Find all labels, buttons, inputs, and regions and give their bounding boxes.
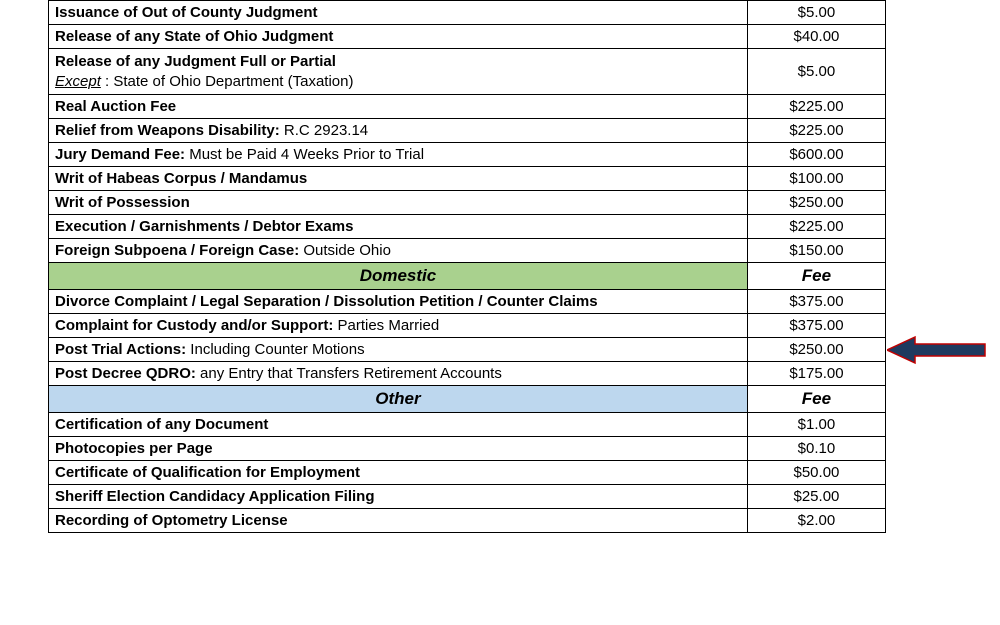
fee-table: Issuance of Out of County Judgment$5.00R…	[48, 0, 886, 533]
fee-amount: $375.00	[747, 290, 885, 314]
fee-description: Recording of Optometry License	[49, 509, 748, 533]
section-title: Other	[49, 386, 748, 413]
table-row: Foreign Subpoena / Foreign Case: Outside…	[49, 239, 886, 263]
fee-amount: $250.00	[747, 338, 885, 362]
fee-description: Release of any State of Ohio Judgment	[49, 25, 748, 49]
fee-description: Complaint for Custody and/or Support: Pa…	[49, 314, 748, 338]
fee-amount: $0.10	[747, 437, 885, 461]
fee-table-container: Issuance of Out of County Judgment$5.00R…	[0, 0, 1000, 625]
fee-amount: $600.00	[747, 143, 885, 167]
fee-description: Issuance of Out of County Judgment	[49, 1, 748, 25]
fee-amount: $25.00	[747, 485, 885, 509]
table-row: Sheriff Election Candidacy Application F…	[49, 485, 886, 509]
fee-amount: $40.00	[747, 25, 885, 49]
fee-amount: $250.00	[747, 191, 885, 215]
fee-description: Writ of Possession	[49, 191, 748, 215]
table-row: Relief from Weapons Disability: R.C 2923…	[49, 119, 886, 143]
fee-amount: $100.00	[747, 167, 885, 191]
table-row: Divorce Complaint / Legal Separation / D…	[49, 290, 886, 314]
fee-description: Post Decree QDRO: any Entry that Transfe…	[49, 362, 748, 386]
table-row: OtherFee	[49, 386, 886, 413]
fee-description: Real Auction Fee	[49, 95, 748, 119]
fee-description: Post Trial Actions: Including Counter Mo…	[49, 338, 748, 362]
table-row: Recording of Optometry License$2.00	[49, 509, 886, 533]
fee-amount: $225.00	[747, 119, 885, 143]
table-row: Release of any State of Ohio Judgment$40…	[49, 25, 886, 49]
fee-description: Sheriff Election Candidacy Application F…	[49, 485, 748, 509]
fee-description: Writ of Habeas Corpus / Mandamus	[49, 167, 748, 191]
table-row: Certification of any Document$1.00	[49, 413, 886, 437]
fee-description: Certificate of Qualification for Employm…	[49, 461, 748, 485]
section-fee-label: Fee	[747, 263, 885, 290]
table-row: Execution / Garnishments / Debtor Exams$…	[49, 215, 886, 239]
section-fee-label: Fee	[747, 386, 885, 413]
table-row: Post Trial Actions: Including Counter Mo…	[49, 338, 886, 362]
fee-amount: $225.00	[747, 215, 885, 239]
fee-description: Relief from Weapons Disability: R.C 2923…	[49, 119, 748, 143]
table-row: Writ of Habeas Corpus / Mandamus$100.00	[49, 167, 886, 191]
table-row: Photocopies per Page$0.10	[49, 437, 886, 461]
fee-description: Release of any Judgment Full or PartialE…	[49, 49, 748, 95]
fee-amount: $50.00	[747, 461, 885, 485]
table-row: Jury Demand Fee: Must be Paid 4 Weeks Pr…	[49, 143, 886, 167]
fee-description: Photocopies per Page	[49, 437, 748, 461]
fee-description: Execution / Garnishments / Debtor Exams	[49, 215, 748, 239]
fee-amount: $225.00	[747, 95, 885, 119]
fee-amount: $375.00	[747, 314, 885, 338]
fee-amount: $1.00	[747, 413, 885, 437]
fee-description: Foreign Subpoena / Foreign Case: Outside…	[49, 239, 748, 263]
fee-description: Jury Demand Fee: Must be Paid 4 Weeks Pr…	[49, 143, 748, 167]
fee-amount: $175.00	[747, 362, 885, 386]
table-row: Real Auction Fee$225.00	[49, 95, 886, 119]
table-row: Release of any Judgment Full or PartialE…	[49, 49, 886, 95]
fee-amount: $5.00	[747, 1, 885, 25]
table-row: Post Decree QDRO: any Entry that Transfe…	[49, 362, 886, 386]
fee-description: Certification of any Document	[49, 413, 748, 437]
table-row: Complaint for Custody and/or Support: Pa…	[49, 314, 886, 338]
table-row: Certificate of Qualification for Employm…	[49, 461, 886, 485]
section-title: Domestic	[49, 263, 748, 290]
table-row: DomesticFee	[49, 263, 886, 290]
fee-amount: $5.00	[747, 49, 885, 95]
pointer-arrow	[887, 335, 987, 365]
table-row: Writ of Possession$250.00	[49, 191, 886, 215]
fee-amount: $150.00	[747, 239, 885, 263]
fee-description: Divorce Complaint / Legal Separation / D…	[49, 290, 748, 314]
table-row: Issuance of Out of County Judgment$5.00	[49, 1, 886, 25]
fee-amount: $2.00	[747, 509, 885, 533]
